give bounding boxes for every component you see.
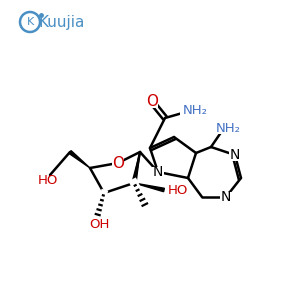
FancyBboxPatch shape: [220, 191, 232, 203]
FancyBboxPatch shape: [35, 176, 61, 187]
FancyBboxPatch shape: [146, 97, 158, 107]
Text: NH₂: NH₂: [215, 122, 241, 134]
FancyBboxPatch shape: [165, 184, 191, 196]
Polygon shape: [134, 183, 164, 192]
FancyBboxPatch shape: [229, 149, 241, 161]
FancyBboxPatch shape: [112, 158, 124, 169]
Text: NH₂: NH₂: [182, 103, 208, 116]
Text: N: N: [153, 165, 163, 179]
Text: OH: OH: [89, 218, 109, 232]
FancyBboxPatch shape: [180, 104, 210, 116]
Text: N: N: [221, 190, 231, 204]
Text: Kuujia: Kuujia: [39, 14, 85, 29]
FancyBboxPatch shape: [86, 220, 112, 230]
Polygon shape: [132, 152, 140, 183]
Text: K: K: [26, 17, 34, 27]
FancyBboxPatch shape: [152, 167, 164, 178]
Text: N: N: [230, 148, 240, 162]
Text: O: O: [112, 155, 124, 170]
Text: O: O: [146, 94, 158, 110]
Text: HO: HO: [168, 184, 188, 196]
Text: HO: HO: [38, 175, 58, 188]
FancyBboxPatch shape: [213, 122, 243, 134]
Polygon shape: [69, 151, 90, 168]
